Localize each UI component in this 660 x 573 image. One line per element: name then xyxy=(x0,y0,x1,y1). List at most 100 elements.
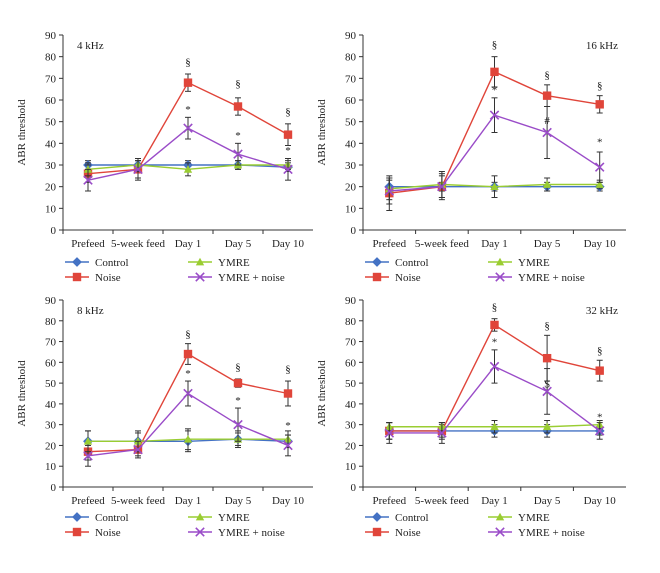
data-point-2 xyxy=(542,353,552,363)
y-tick-label: 80 xyxy=(345,52,357,64)
data-point-4 xyxy=(133,164,143,175)
y-tick-label: 70 xyxy=(45,73,57,85)
significance-mark: * xyxy=(285,145,291,157)
data-point-4-stroke-b xyxy=(183,388,193,399)
data-point-4-stroke-b xyxy=(437,428,447,438)
x-tick-label: Day 10 xyxy=(272,238,305,250)
legend-label: YMRE xyxy=(218,257,250,269)
legend-marker xyxy=(372,512,382,522)
x-tick-label: 5-week feed xyxy=(415,495,470,507)
legend-label: Control xyxy=(395,257,429,269)
y-tick-label: 10 xyxy=(345,461,357,473)
legend-marker xyxy=(195,272,205,282)
data-point-4-stroke-b xyxy=(283,440,293,451)
y-axis-label: ABR threshold xyxy=(16,99,28,166)
y-tick-label: 60 xyxy=(45,95,57,107)
significance-mark: * xyxy=(185,104,191,116)
y-tick-label: 70 xyxy=(345,73,357,85)
data-point-4 xyxy=(489,110,500,120)
legend-marker xyxy=(372,272,382,282)
x-tick-label: Day 10 xyxy=(584,238,617,250)
significance-mark: * xyxy=(597,412,603,424)
legend-marker-stroke-b xyxy=(195,272,205,282)
y-tick-label: 0 xyxy=(51,225,57,237)
y-tick-label: 20 xyxy=(45,440,57,452)
y-tick-label: 90 xyxy=(45,30,57,42)
y-tick-label: 80 xyxy=(45,316,57,328)
x-tick-label: Day 5 xyxy=(225,238,252,250)
significance-mark: * xyxy=(235,395,241,407)
data-point-4 xyxy=(384,186,395,196)
y-axis-label: ABR threshold xyxy=(316,99,328,166)
y-axis-label: ABR threshold xyxy=(316,360,328,427)
data-point-4-stroke-b xyxy=(437,181,447,192)
x-tick-label: Day 10 xyxy=(272,495,305,507)
significance-mark: § xyxy=(492,301,498,313)
data-point-4 xyxy=(283,164,293,175)
legend-marker xyxy=(195,527,205,537)
legend-label: Control xyxy=(95,257,129,269)
legend-marker xyxy=(72,257,82,267)
x-tick-label: 5-week feed xyxy=(111,238,166,250)
data-point-4 xyxy=(283,440,293,451)
x-tick-label: Prefeed xyxy=(71,495,105,507)
y-tick-label: 40 xyxy=(45,138,57,150)
significance-mark: § xyxy=(597,345,603,357)
data-point-4 xyxy=(83,175,93,185)
data-point-4 xyxy=(233,419,243,430)
significance-mark: $ xyxy=(544,378,550,390)
legend-label: YMRE xyxy=(518,512,550,524)
significance-mark: § xyxy=(597,80,603,92)
legend-marker-stroke-b xyxy=(495,527,505,537)
significance-mark: § xyxy=(285,106,291,118)
data-point-2 xyxy=(595,100,604,109)
legend-marker xyxy=(72,272,82,282)
data-point-4-stroke-b xyxy=(83,175,93,185)
legend: Control Noise YMRE YMRE + noise xyxy=(65,512,285,539)
x-tick-label: Day 1 xyxy=(175,238,202,250)
legend-label: YMRE + noise xyxy=(518,527,585,539)
legend-label: Noise xyxy=(95,527,121,539)
data-point-3 xyxy=(490,182,499,191)
y-tick-label: 30 xyxy=(45,160,57,172)
data-point-4-stroke-b xyxy=(133,444,143,455)
legend-label: Noise xyxy=(95,272,121,284)
data-point-4 xyxy=(183,388,193,399)
y-tick-label: 70 xyxy=(345,337,357,349)
data-point-4-stroke-b xyxy=(233,419,243,430)
legend-label: Control xyxy=(95,512,129,524)
data-point-4 xyxy=(437,181,447,192)
y-tick-label: 0 xyxy=(351,225,357,237)
legend-label: Noise xyxy=(395,272,421,284)
significance-mark: # xyxy=(544,115,550,127)
data-point-4-stroke-b xyxy=(542,386,552,397)
data-point-2 xyxy=(490,320,499,330)
y-tick-label: 10 xyxy=(345,203,357,215)
legend-marker xyxy=(72,512,82,522)
y-tick-label: 60 xyxy=(345,95,357,107)
legend: Control Noise YMRE YMRE + noise xyxy=(65,257,285,284)
data-point-4-stroke-b xyxy=(594,426,605,436)
y-tick-label: 30 xyxy=(345,420,357,432)
x-tick-label: Day 1 xyxy=(175,495,202,507)
significance-mark: § xyxy=(544,69,550,81)
legend-label: YMRE xyxy=(518,257,550,269)
significance-mark: § xyxy=(492,39,498,51)
y-tick-label: 40 xyxy=(45,399,57,411)
data-point-2 xyxy=(283,389,293,398)
data-point-4-stroke-b xyxy=(384,428,395,438)
legend-marker xyxy=(495,257,505,266)
legend-label: Control xyxy=(395,512,429,524)
data-point-3 xyxy=(595,180,604,188)
legend-marker xyxy=(195,512,205,521)
data-point-4-stroke-b xyxy=(283,164,293,175)
legend-marker-stroke-b xyxy=(495,272,505,282)
x-tick-label: Day 1 xyxy=(481,238,508,250)
data-point-4 xyxy=(489,361,500,372)
data-point-4 xyxy=(594,162,605,172)
y-tick-label: 90 xyxy=(345,295,357,307)
data-point-4 xyxy=(542,386,552,397)
data-point-4 xyxy=(133,444,143,455)
data-point-4-stroke-b xyxy=(542,127,552,138)
